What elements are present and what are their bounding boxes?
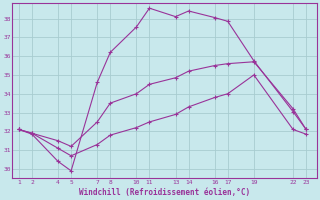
X-axis label: Windchill (Refroidissement éolien,°C): Windchill (Refroidissement éolien,°C): [79, 188, 250, 197]
